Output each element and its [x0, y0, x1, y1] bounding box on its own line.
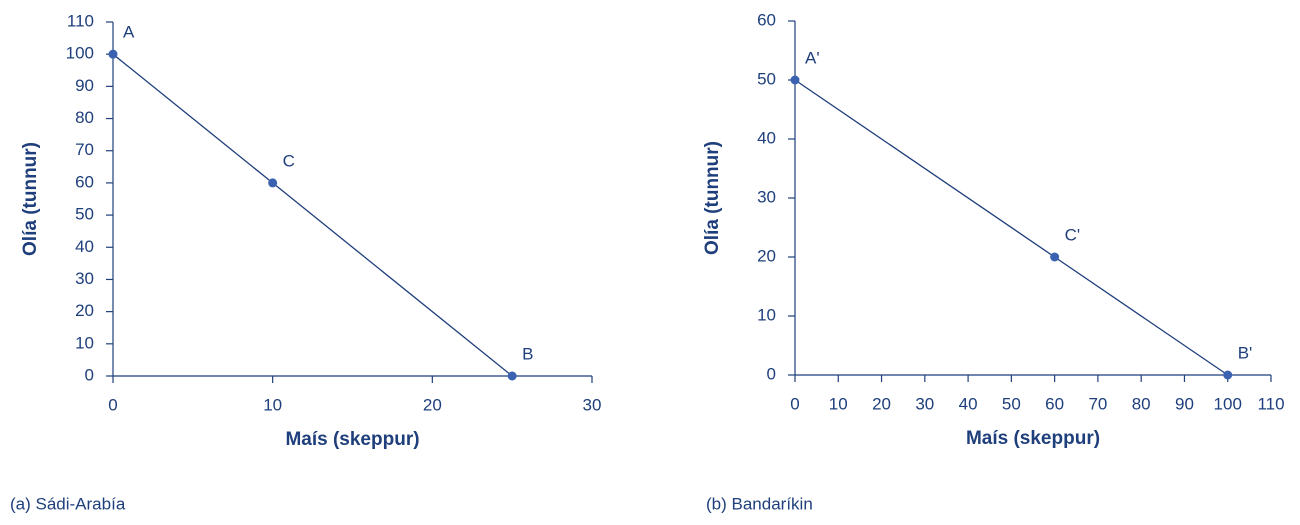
y-axis-label: Olía (tunnur) [702, 141, 723, 255]
y-tick-label: 90 [75, 76, 94, 95]
point [268, 178, 278, 188]
x-tick-label: 20 [872, 394, 891, 413]
x-tick-label: 90 [1175, 394, 1194, 413]
y-tick-label: 0 [767, 364, 776, 383]
point [1223, 370, 1233, 380]
point-label: B' [1238, 343, 1253, 362]
y-tick-label: 60 [75, 172, 94, 191]
point [507, 371, 517, 381]
x-axis-label: Maís (skeppur) [966, 428, 1100, 449]
x-tick-label: 0 [108, 395, 117, 414]
y-tick-label: 20 [757, 246, 776, 265]
caption: (b) Bandaríkin [706, 494, 813, 513]
y-axis-label: Olía (tunnur) [20, 142, 41, 256]
x-tick-label: 30 [915, 394, 934, 413]
point [1050, 252, 1060, 262]
line [794, 79, 1229, 376]
caption: (a) Sádi-Arabía [10, 494, 126, 513]
y-tick-label: 30 [757, 187, 776, 206]
x-tick-label: 60 [1045, 394, 1064, 413]
y-tick-label: 10 [757, 305, 776, 324]
y-tick-label: 40 [757, 128, 776, 147]
y-tick-label: 50 [75, 205, 94, 224]
x-tick-label: 70 [1088, 394, 1107, 413]
y-tick-label: 80 [75, 108, 94, 127]
y-tick-label: 20 [75, 301, 94, 320]
y-tick-label: 50 [757, 69, 776, 88]
y-tick-label: 110 [67, 11, 94, 30]
x-tick-label: 100 [1214, 394, 1242, 413]
x-tick-label: 20 [423, 395, 442, 414]
x-tick-label: 30 [583, 395, 602, 414]
point-label: A [123, 23, 135, 42]
point-label: A' [805, 48, 820, 67]
y-tick-label: 100 [66, 44, 94, 63]
point [108, 49, 118, 59]
y-tick-label: 40 [75, 237, 94, 256]
y-tick-label: 70 [75, 140, 94, 159]
y-tick-label: 10 [75, 333, 94, 352]
point-label: C' [1065, 225, 1081, 244]
point-label: B [522, 344, 533, 363]
x-tick-label: 0 [790, 394, 799, 413]
x-tick-label: 40 [959, 394, 978, 413]
point-label: C [283, 151, 295, 170]
y-tick-label: 30 [75, 269, 94, 288]
x-tick-label: 80 [1132, 394, 1151, 413]
x-tick-label: 10 [263, 395, 282, 414]
point [790, 75, 800, 85]
y-tick-label: 60 [757, 10, 776, 29]
x-tick-label: 50 [1002, 394, 1021, 413]
line [112, 53, 513, 377]
x-tick-label: 110 [1257, 394, 1284, 413]
x-axis-label: Maís (skeppur) [285, 429, 419, 450]
x-tick-label: 10 [829, 394, 848, 413]
y-tick-label: 0 [85, 365, 94, 384]
